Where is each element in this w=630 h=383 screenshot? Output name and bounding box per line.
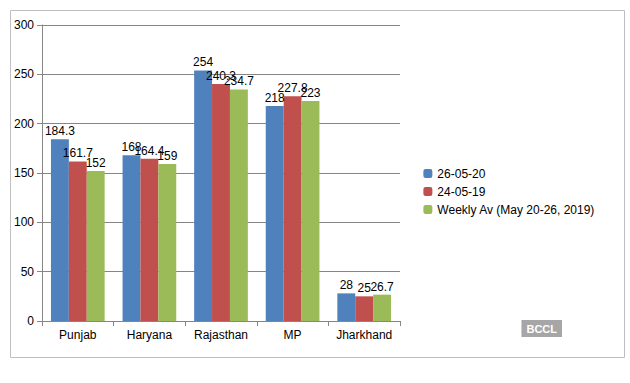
svg-text:227.8: 227.8 xyxy=(277,81,308,96)
svg-text:161.7: 161.7 xyxy=(62,146,93,161)
svg-text:50: 50 xyxy=(21,265,35,279)
svg-text:100: 100 xyxy=(14,215,34,229)
svg-text:24-05-19: 24-05-19 xyxy=(437,185,485,199)
svg-text:Haryana: Haryana xyxy=(127,328,173,342)
svg-text:218: 218 xyxy=(264,90,285,105)
svg-text:184.3: 184.3 xyxy=(45,124,75,138)
svg-text:150: 150 xyxy=(14,166,34,180)
svg-text:152: 152 xyxy=(86,156,106,170)
svg-text:Jharkhand: Jharkhand xyxy=(336,328,392,342)
svg-text:26-05-20: 26-05-20 xyxy=(437,167,485,181)
svg-text:BCCL: BCCL xyxy=(526,323,557,335)
svg-text:MP: MP xyxy=(284,328,302,342)
svg-text:Rajasthan: Rajasthan xyxy=(194,328,248,342)
svg-text:223: 223 xyxy=(300,86,320,100)
svg-text:234.7: 234.7 xyxy=(224,74,254,88)
svg-text:159: 159 xyxy=(157,149,177,163)
svg-text:28: 28 xyxy=(340,278,354,292)
svg-text:Weekly Av (May 20-26, 2019): Weekly Av (May 20-26, 2019) xyxy=(437,203,594,217)
svg-text:250: 250 xyxy=(14,67,34,81)
svg-text:200: 200 xyxy=(14,117,34,131)
svg-text:164.4: 164.4 xyxy=(134,143,165,158)
svg-text:25: 25 xyxy=(358,281,372,295)
svg-text:254: 254 xyxy=(193,55,213,69)
svg-text:168: 168 xyxy=(121,140,142,155)
svg-text:Punjab: Punjab xyxy=(59,328,97,342)
svg-text:26.7: 26.7 xyxy=(370,280,394,294)
svg-text:240.3: 240.3 xyxy=(206,68,236,83)
svg-text:300: 300 xyxy=(14,18,34,32)
svg-text:0: 0 xyxy=(27,314,34,328)
